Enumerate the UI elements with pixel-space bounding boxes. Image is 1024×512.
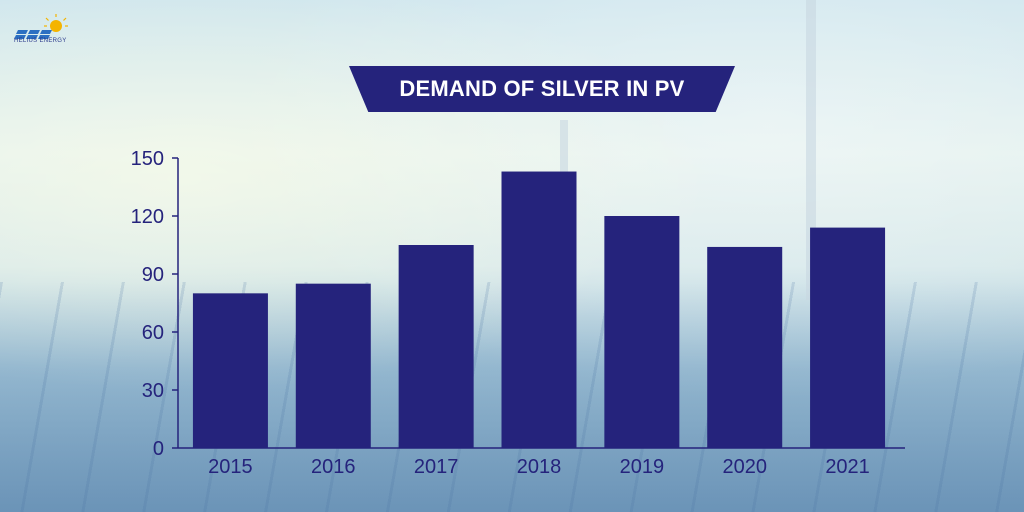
x-tick-label: 2015 <box>208 456 253 478</box>
x-tick-label: 2021 <box>825 456 870 478</box>
x-tick-label: 2019 <box>620 456 665 478</box>
y-tick-label: 60 <box>142 322 164 344</box>
bar-2019 <box>604 216 680 448</box>
bar-2016 <box>295 283 371 448</box>
chart-title-banner: DEMAND OF SILVER IN PV <box>349 66 735 112</box>
x-tick-label: 2020 <box>722 456 767 478</box>
chart-title: DEMAND OF SILVER IN PV <box>399 76 685 101</box>
x-tick-label: 2016 <box>311 456 356 478</box>
y-axis-ticks: 0 30 60 90 120 150 <box>131 148 178 460</box>
x-tick-label: 2017 <box>414 456 459 478</box>
x-tick-label: 2018 <box>517 456 562 478</box>
logo-icon <box>14 14 68 39</box>
bar-group <box>192 171 886 449</box>
bar-2017 <box>398 245 474 448</box>
y-tick-label: 90 <box>142 264 164 286</box>
y-tick-label: 150 <box>131 148 164 170</box>
bar-2020 <box>707 246 783 448</box>
y-tick-label: 0 <box>153 438 164 460</box>
y-tick-label: 120 <box>131 206 164 228</box>
bar-2015 <box>192 293 268 448</box>
logo-text: HELIUS ENERGY <box>14 38 67 44</box>
x-axis-labels: 2015 2016 2017 2018 2019 2020 2021 <box>208 456 870 478</box>
background-turbine-tower <box>806 0 816 300</box>
bar-2018 <box>501 171 577 449</box>
bar-2021 <box>810 227 886 448</box>
y-tick-label: 30 <box>142 380 164 402</box>
